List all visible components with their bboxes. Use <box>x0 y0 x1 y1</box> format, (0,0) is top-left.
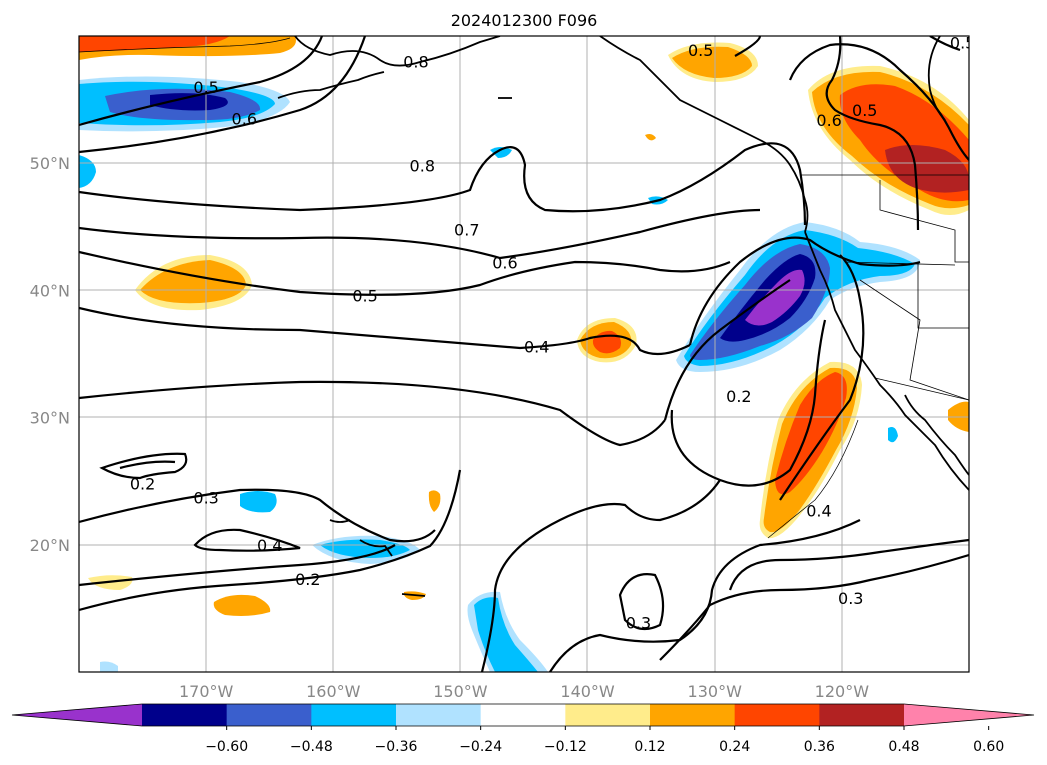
contour-label: 0.8 <box>410 157 435 176</box>
colorbar-tick-labels: −0.60 −0.48 −0.36 −0.24 −0.12 0.12 0.24 0.36 0.4… <box>205 726 1004 755</box>
map-area: 0.5 0.6 0.8 0.8 0.7 0.6 0.5 0.4 0.2 0.3 0.4 0.2 0.3 0… <box>79 33 975 672</box>
colorbar-tick-label: −0.48 <box>290 739 333 755</box>
contour-label: 0.5 <box>688 41 713 60</box>
contour-label: 0.3 <box>193 489 218 508</box>
contour-label: 0.3 <box>838 589 863 608</box>
longitude-tick-label: 150°W <box>433 682 488 701</box>
latitude-tick-label: 50°N <box>30 154 70 173</box>
latitude-tick-label: 30°N <box>30 409 70 428</box>
colorbar-tick-label: 0.24 <box>719 739 750 755</box>
colorbar-tick-label: 0.48 <box>888 739 919 755</box>
map-frame <box>78 35 970 673</box>
contour-label: 0.6 <box>492 253 517 272</box>
colorbar-segment <box>480 704 566 726</box>
latitude-tick-label: 40°N <box>30 281 70 300</box>
contour-label: 0.6 <box>816 111 841 130</box>
colorbar-tick-label: −0.12 <box>544 739 587 755</box>
contour-label: 0.2 <box>295 570 320 589</box>
latitude-tick-label: 20°N <box>30 536 70 555</box>
longitude-tick-label: 140°W <box>560 682 615 701</box>
longitude-tick-label: 130°W <box>688 682 743 701</box>
colorbar-segment <box>396 704 482 726</box>
colorbar-segment <box>311 704 397 726</box>
contour-label: 0.7 <box>454 220 479 239</box>
colorbar-tick-label: −0.36 <box>375 739 418 755</box>
contour-label: 0.6 <box>232 110 257 129</box>
contour-label: 0.5 <box>352 286 377 305</box>
gridlines <box>79 36 969 672</box>
contour-label: 0.8 <box>403 52 428 71</box>
colorbar-extend-low <box>12 704 142 726</box>
contour-lines <box>79 36 969 672</box>
colorbar-segment <box>565 704 651 726</box>
colorbar-outline <box>11 703 1035 727</box>
colorbar-tick-label: 0.12 <box>634 739 665 755</box>
colorbar-tick-label: 0.36 <box>804 739 835 755</box>
colorbar-segment <box>226 704 312 726</box>
contour-label: 0.5 <box>193 78 218 97</box>
colorbar-tick-label: 0.60 <box>973 739 1004 755</box>
contour-label: 0.2 <box>726 387 751 406</box>
longitude-tick-label: 160°W <box>306 682 361 701</box>
contour-label: 0.2 <box>130 475 155 494</box>
contour-label: 0.4 <box>257 536 282 555</box>
contour-label: 0.4 <box>524 337 549 356</box>
colorbar-tick-label: −0.60 <box>205 739 248 755</box>
contour-label: 0.3 <box>626 613 651 632</box>
longitude-tick-label: 170°W <box>179 682 234 701</box>
chart-title: 2024012300 F096 <box>451 11 598 30</box>
colorbar-segment <box>142 704 228 726</box>
contour-label: 0.5 <box>950 33 975 52</box>
colorbar-extend-high <box>904 704 1034 726</box>
contour-label: 0.5 <box>852 101 877 120</box>
colorbar-segment <box>819 704 905 726</box>
contour-label: 0.4 <box>806 501 831 520</box>
colorbar-segment <box>734 704 820 726</box>
latitude-tick-labels: 20°N 30°N 40°N 50°N <box>30 154 70 555</box>
longitude-tick-label: 120°W <box>815 682 870 701</box>
colorbar-segment <box>650 704 736 726</box>
colorbar <box>11 703 1035 727</box>
longitude-tick-labels: 170°W 160°W 150°W 140°W 130°W 120°W <box>179 682 869 701</box>
colorbar-tick-label: −0.24 <box>459 739 502 755</box>
contour-labels: 0.5 0.6 0.8 0.8 0.7 0.6 0.5 0.4 0.2 0.3 0.4 0.2 0.3 0… <box>130 33 975 632</box>
